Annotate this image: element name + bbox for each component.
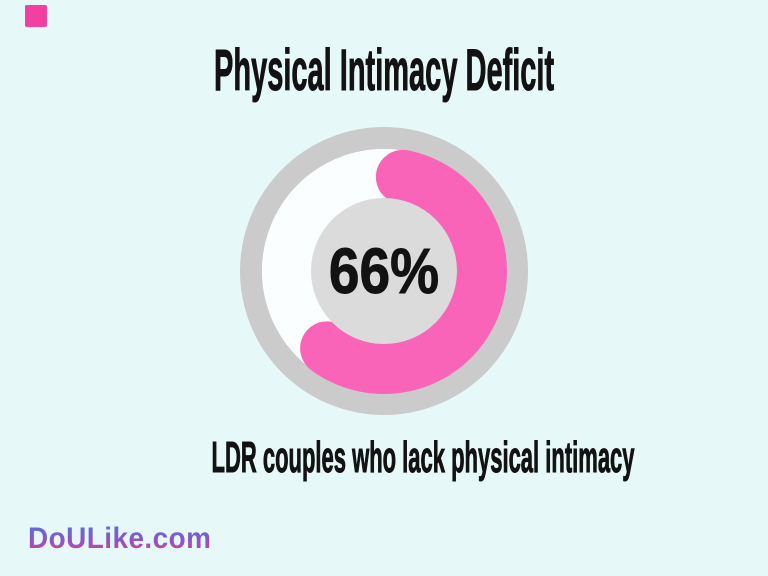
page-title-text: Physical Intimacy Deficit	[213, 38, 555, 103]
donut-chart: 66%	[234, 121, 534, 421]
donut-center-value: 66%	[328, 235, 440, 307]
page-title: Physical Intimacy Deficit	[0, 38, 768, 103]
donut-arc	[261, 148, 507, 394]
donut-track-ring	[240, 127, 528, 415]
brand-logo: DoULike.com	[28, 522, 212, 555]
donut-chart-svg	[240, 127, 528, 415]
chart-caption-text: LDR couples who lack physical intimacy	[211, 433, 635, 482]
corner-accent-square	[25, 5, 47, 27]
chart-caption: LDR couples who lack physical intimacy	[0, 433, 768, 482]
donut-center-disc	[311, 198, 457, 344]
